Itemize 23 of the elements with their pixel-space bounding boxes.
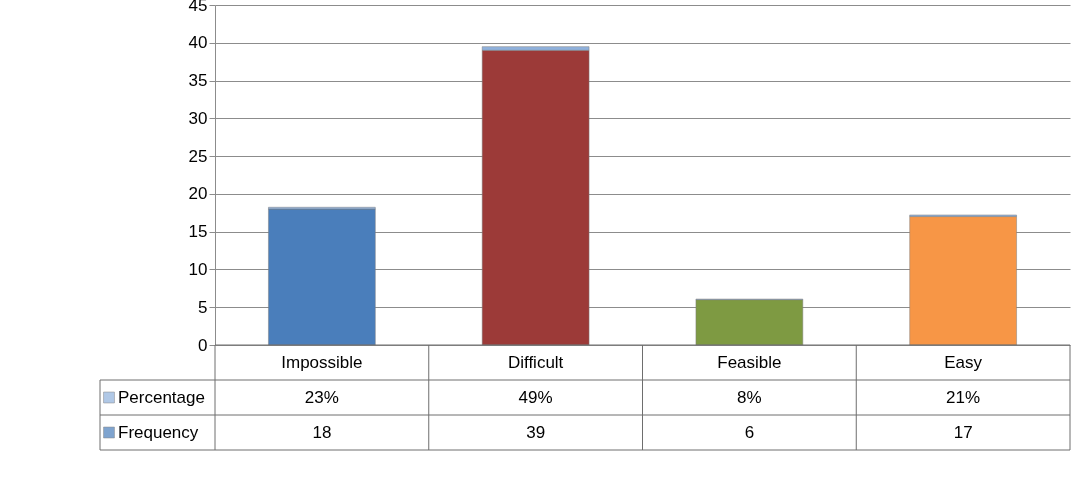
x-tick-label: Feasible bbox=[717, 352, 782, 372]
y-tick-label: 40 bbox=[188, 33, 208, 53]
legend-label: Frequency bbox=[118, 422, 199, 442]
y-tick-label: 10 bbox=[188, 259, 208, 279]
x-tick-label: Impossible bbox=[281, 352, 363, 372]
y-tick-label: 15 bbox=[188, 222, 208, 242]
data-label: 21% bbox=[946, 387, 981, 407]
data-label: 6 bbox=[744, 422, 755, 442]
data-label: 8% bbox=[737, 387, 762, 407]
data-label: 39 bbox=[526, 422, 546, 442]
data-label: 23% bbox=[304, 387, 339, 407]
x-tick-label: Easy bbox=[944, 352, 983, 372]
y-tick-label: 25 bbox=[188, 146, 208, 166]
y-tick-label: 5 bbox=[198, 297, 208, 317]
x-tick-label: Difficult bbox=[507, 352, 564, 372]
y-tick-label: 30 bbox=[188, 108, 208, 128]
y-tick-label: 0 bbox=[198, 335, 208, 355]
y-tick-label: 35 bbox=[188, 71, 208, 91]
y-tick-label: 20 bbox=[188, 184, 208, 204]
data-label: 18 bbox=[312, 422, 332, 442]
data-label: 49% bbox=[518, 387, 553, 407]
data-label: 17 bbox=[953, 422, 973, 442]
legend-label: Percentage bbox=[118, 387, 205, 407]
